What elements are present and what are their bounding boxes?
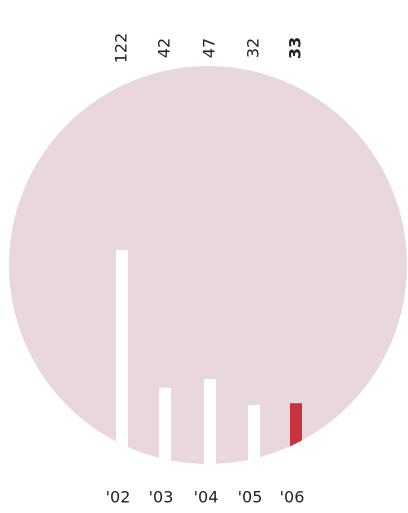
value-label: 122 [112,33,131,64]
circle-background [9,66,407,464]
bar [204,379,216,464]
bar [248,404,260,464]
bar [116,250,128,464]
x-tick-label: '04 [194,488,219,507]
value-label: 47 [200,38,219,58]
x-tick-label: '02 [106,488,131,507]
value-label: 42 [155,38,174,58]
value-label: 33 [286,37,305,59]
x-tick-label: '05 [238,488,263,507]
bar [290,403,302,464]
value-label: 32 [244,38,263,58]
bar [159,387,171,464]
x-tick-label: '03 [149,488,174,507]
x-tick-label: '06 [280,488,305,507]
